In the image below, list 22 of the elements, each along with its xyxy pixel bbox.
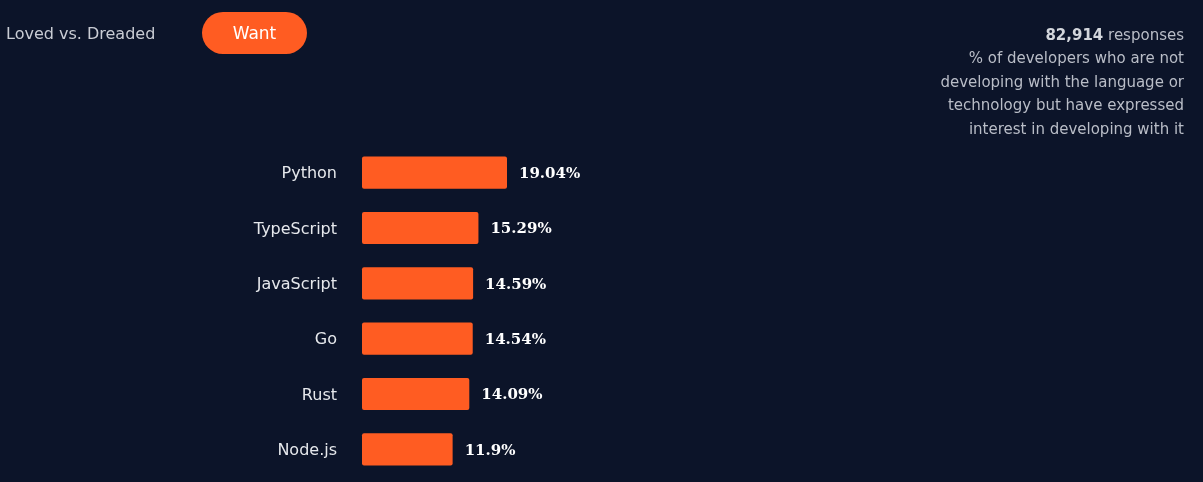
text: 82,914 responses <box>1045 26 1185 44</box>
y-tick-label: Node.js <box>277 439 337 459</box>
bar <box>362 377 470 411</box>
y-tick-label: JavaScript <box>255 273 337 293</box>
data-label: 14.54% <box>484 329 546 348</box>
text: Want <box>232 23 277 43</box>
y-tick-label: Python <box>281 163 337 183</box>
bar <box>362 267 474 300</box>
y-tick-label: Go <box>314 329 337 349</box>
bar <box>362 156 507 189</box>
data-label: 19.04% <box>519 163 581 182</box>
y-tick-label: TypeScript <box>252 218 337 238</box>
bar <box>362 433 453 466</box>
bar <box>362 211 479 245</box>
data-label: 11.9% <box>464 440 516 459</box>
data-label: 14.59% <box>485 274 547 293</box>
y-tick-label: Rust <box>301 384 337 404</box>
text: Loved vs. Dreaded <box>6 24 156 43</box>
data-label: 15.29% <box>490 219 552 238</box>
text: % of developers who are not developing with the language or technology but have expressed interest in developing with it <box>940 49 1185 138</box>
data-label: 14.09% <box>481 385 543 404</box>
bar <box>362 322 473 355</box>
